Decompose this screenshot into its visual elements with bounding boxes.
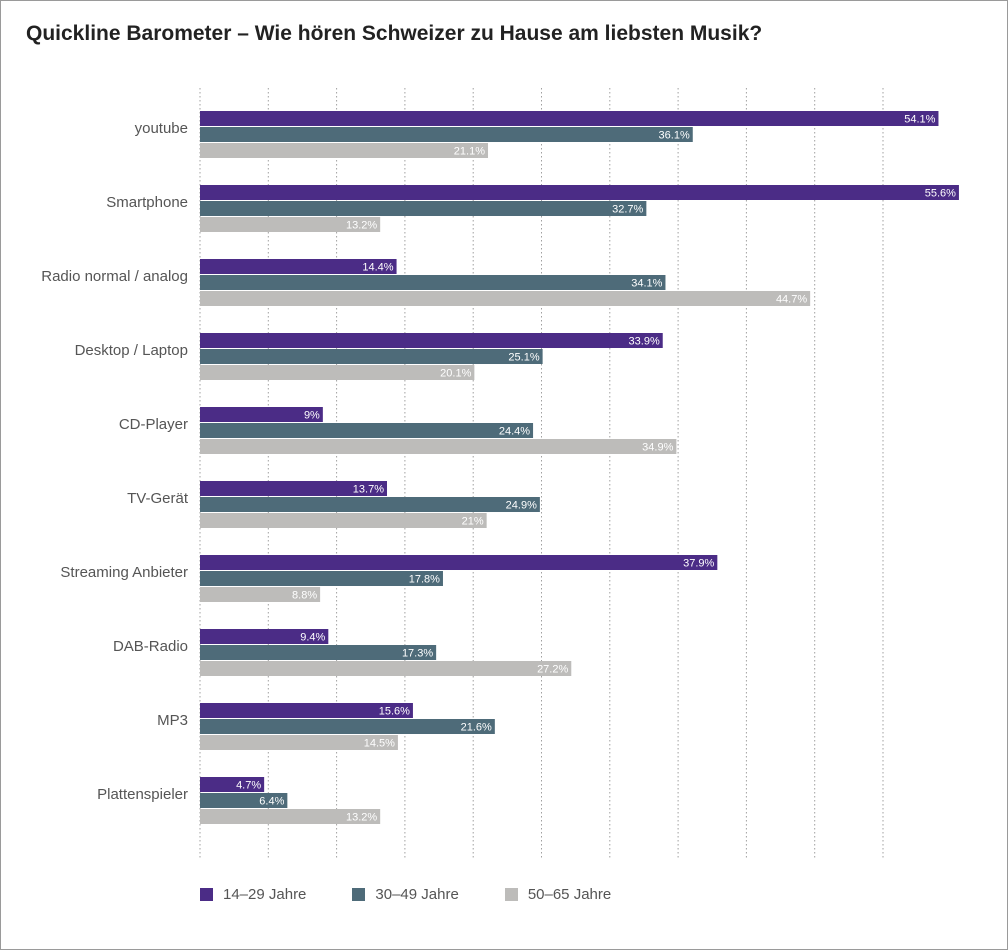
bar-value-label: 17.3% (402, 648, 433, 660)
bar (200, 291, 811, 306)
bar-value-label: 37.9% (683, 558, 714, 570)
bar-value-label: 15.6% (379, 706, 410, 718)
category-label: Streaming Anbieter (60, 564, 188, 581)
category-label: TV-Gerät (127, 490, 189, 507)
legend-swatch-50-65 (504, 888, 518, 901)
bar (200, 809, 381, 824)
bar-value-label: 13.7% (353, 484, 384, 496)
legend-item-50-65: 50–65 Jahre (504, 886, 612, 903)
bar-value-label: 27.2% (537, 664, 568, 676)
bar (200, 217, 381, 232)
bar (200, 349, 543, 364)
legend-item-14-29: 14–29 Jahre (200, 886, 306, 903)
bar-value-label: 21.6% (461, 722, 492, 734)
bar (200, 111, 939, 126)
bar-value-label: 17.8% (409, 574, 440, 586)
bar-value-label: 6.4% (259, 796, 284, 808)
bar (200, 629, 329, 644)
category-label: Smartphone (106, 194, 188, 211)
bar (200, 555, 718, 570)
legend-label-50-65: 50–65 Jahre (527, 886, 612, 903)
bar (200, 481, 388, 496)
bar-value-label: 14.4% (362, 262, 393, 274)
bar (200, 143, 489, 158)
bar-value-label: 13.2% (346, 812, 377, 824)
bar (200, 423, 534, 438)
bar (200, 645, 437, 660)
legend-label-14-29: 14–29 Jahre (223, 886, 307, 903)
legend-label-30-49: 30–49 Jahre (375, 886, 459, 903)
category-label: MP3 (157, 712, 188, 729)
category-label: Radio normal / analog (41, 268, 188, 285)
bar-value-label: 20.1% (440, 368, 471, 380)
bar (200, 439, 677, 454)
bar-value-label: 8.8% (292, 590, 317, 602)
category-label: CD-Player (119, 416, 188, 433)
bar (200, 719, 495, 734)
bar (200, 497, 540, 512)
legend: 14–29 Jahre 30–49 Jahre 50–65 Jahre (200, 886, 657, 903)
bar-value-label: 9.4% (300, 632, 325, 644)
legend-swatch-30-49 (352, 888, 366, 901)
bar-value-label: 24.4% (499, 426, 530, 438)
bar-value-label: 34.1% (631, 278, 662, 290)
bar (200, 703, 413, 718)
bar-value-label: 25.1% (508, 352, 539, 364)
bar (200, 275, 666, 290)
bar-value-label: 36.1% (659, 130, 690, 142)
bar-value-label: 9% (304, 410, 320, 422)
bar-value-label: 21.1% (454, 146, 485, 158)
bar-chart: youtube 54.1% 36.1% 21.1% Smartphone 55.6% 32.… (41, 88, 959, 858)
category-label: youtube (135, 120, 188, 137)
bar-value-label: 14.5% (364, 738, 395, 750)
bar-value-label: 33.9% (629, 336, 660, 348)
bar (200, 735, 398, 750)
bar (200, 793, 288, 808)
bar (200, 365, 475, 380)
bar-value-label: 55.6% (925, 188, 956, 200)
bar (200, 777, 265, 792)
bar (200, 571, 443, 586)
bar-value-label: 13.2% (346, 220, 377, 232)
bar (200, 333, 663, 348)
category-label: DAB-Radio (113, 638, 188, 655)
category-label: Desktop / Laptop (75, 342, 188, 359)
bar (200, 201, 647, 216)
chart-title: Quickline Barometer – Wie hören Schweize… (26, 22, 763, 45)
bar-value-label: 54.1% (904, 114, 935, 126)
bar (200, 127, 693, 142)
category-label: Plattenspieler (97, 786, 188, 803)
bar (200, 259, 397, 274)
bar-value-label: 24.9% (506, 500, 537, 512)
bar-value-label: 21% (462, 516, 484, 528)
bar (200, 185, 959, 200)
bar-value-label: 32.7% (612, 204, 643, 216)
bar (200, 587, 321, 602)
legend-swatch-14-29 (200, 888, 213, 901)
legend-item-30-49: 30–49 Jahre (352, 886, 459, 903)
bar-value-label: 4.7% (236, 780, 261, 792)
bar-value-label: 34.9% (642, 442, 673, 454)
bar (200, 513, 487, 528)
bar-value-label: 44.7% (776, 294, 807, 306)
bar (200, 661, 572, 676)
bar (200, 407, 323, 422)
